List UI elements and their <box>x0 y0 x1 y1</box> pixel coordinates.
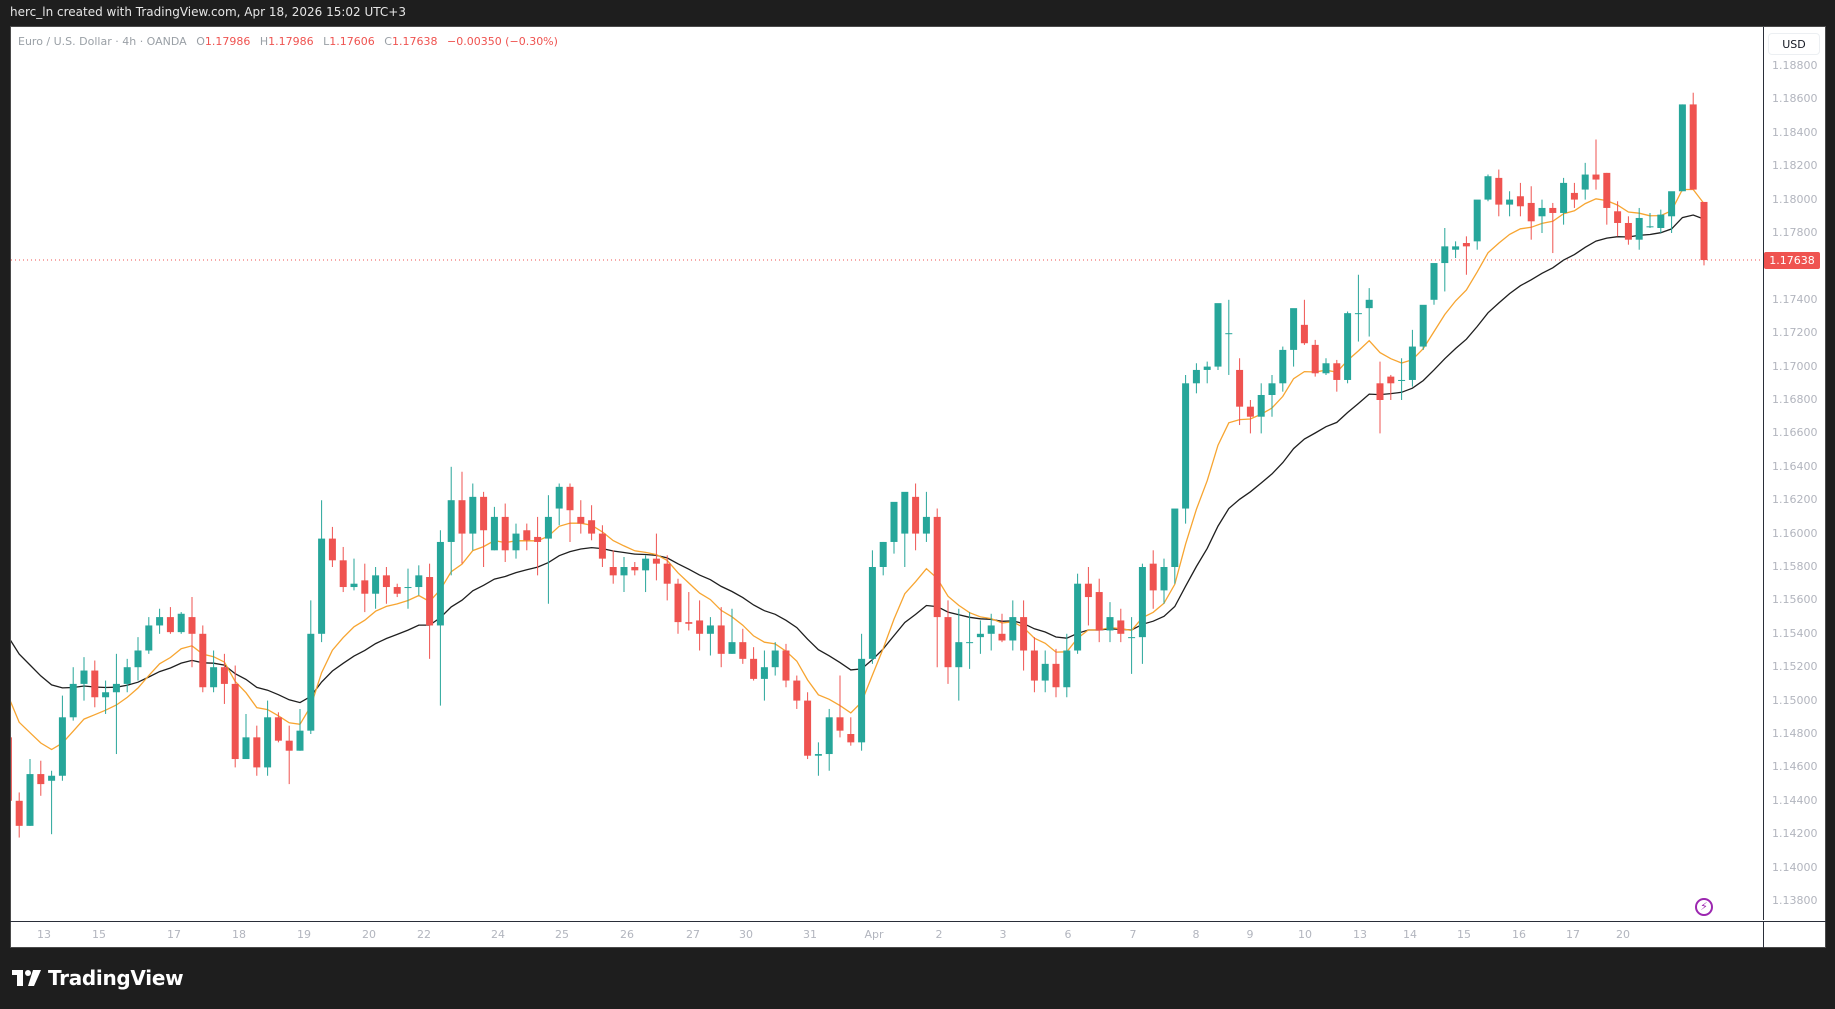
price-tick: 1.18800 <box>1772 59 1818 72</box>
time-tick: 3 <box>999 928 1007 941</box>
time-tick: 8 <box>1192 928 1200 941</box>
time-tick: 31 <box>803 928 817 941</box>
tradingview-mark-icon <box>12 970 41 986</box>
time-tick: 30 <box>739 928 753 941</box>
price-tick: 1.17200 <box>1772 326 1818 340</box>
time-tick: 20 <box>1616 928 1630 941</box>
time-tick: 15 <box>1457 928 1471 941</box>
chart-caption: herc_ln created with TradingView.com, Ap… <box>10 5 406 19</box>
high-label: H <box>259 35 269 48</box>
time-tick: 17 <box>167 928 181 941</box>
time-tick: 2 <box>935 928 943 941</box>
time-tick: 9 <box>1246 928 1254 941</box>
chart-pane[interactable] <box>10 26 1826 948</box>
time-tick: Apr <box>864 928 884 941</box>
symbol-title: Euro / U.S. Dollar · 4h · OANDA <box>18 35 187 48</box>
low-value: 1.17606 <box>329 35 375 48</box>
price-tick: 1.14000 <box>1772 860 1818 874</box>
close-label: C <box>384 35 392 48</box>
price-axis[interactable] <box>1763 27 1826 920</box>
price-tick: 1.16800 <box>1772 393 1818 406</box>
time-tick: 13 <box>1353 928 1367 941</box>
logo-text: TradingView <box>48 966 184 990</box>
price-tick: 1.16600 <box>1772 426 1818 440</box>
time-tick: 27 <box>686 928 700 941</box>
price-tick: 1.18200 <box>1772 159 1818 173</box>
price-tick: 1.18400 <box>1772 125 1818 139</box>
price-tick: 1.17000 <box>1772 359 1818 373</box>
low-label: L <box>323 35 330 48</box>
price-tick: 1.18000 <box>1772 192 1818 206</box>
price-tick: 1.14800 <box>1772 727 1818 740</box>
price-tick: 1.13800 <box>1772 894 1818 907</box>
lightning-icon[interactable]: ⚡ <box>1695 898 1713 916</box>
time-tick: 17 <box>1566 928 1580 941</box>
change-value: −0.00350 (−0.30%) <box>446 35 558 48</box>
price-tick: 1.14400 <box>1772 793 1818 807</box>
price-tick: 1.16000 <box>1772 526 1818 540</box>
time-tick: 19 <box>297 928 311 941</box>
time-tick: 24 <box>491 928 505 941</box>
currency-badge[interactable]: USD <box>1768 33 1820 55</box>
tradingview-logo: TradingView <box>12 966 184 990</box>
time-axis[interactable] <box>10 921 1763 948</box>
high-value: 1.17986 <box>268 35 314 48</box>
time-tick: 14 <box>1403 928 1417 941</box>
time-tick: 15 <box>92 928 106 941</box>
time-tick: 16 <box>1512 928 1526 941</box>
price-tick: 1.14600 <box>1772 760 1818 774</box>
price-tick: 1.14200 <box>1772 827 1818 841</box>
axis-corner <box>1763 921 1826 948</box>
price-tick: 1.16400 <box>1772 459 1818 473</box>
open-label: O <box>196 35 205 48</box>
price-tick: 1.15200 <box>1772 660 1818 674</box>
time-tick: 13 <box>37 928 51 941</box>
price-tick: 1.18600 <box>1772 92 1818 106</box>
price-tick: 1.17400 <box>1772 292 1818 306</box>
time-tick: 7 <box>1129 928 1137 941</box>
close-value: 1.17638 <box>391 35 438 48</box>
price-tick: 1.16200 <box>1772 493 1818 507</box>
time-tick: 6 <box>1064 928 1072 941</box>
time-tick: 10 <box>1298 928 1312 941</box>
time-tick: 26 <box>620 928 634 941</box>
time-tick: 20 <box>362 928 376 941</box>
price-tick: 1.17800 <box>1772 226 1818 239</box>
last-price-tag: 1.17638 <box>1764 252 1820 270</box>
time-tick: 25 <box>555 928 569 941</box>
price-tick: 1.15000 <box>1772 693 1818 707</box>
symbol-legend: Euro / U.S. Dollar · 4h · OANDA O1.17986… <box>18 35 558 48</box>
time-tick: 18 <box>232 928 246 941</box>
price-tick: 1.15800 <box>1772 560 1818 573</box>
open-value: 1.17986 <box>204 35 251 48</box>
price-tick: 1.15400 <box>1772 626 1818 640</box>
time-tick: 22 <box>417 928 431 941</box>
price-tick: 1.15600 <box>1772 593 1818 607</box>
